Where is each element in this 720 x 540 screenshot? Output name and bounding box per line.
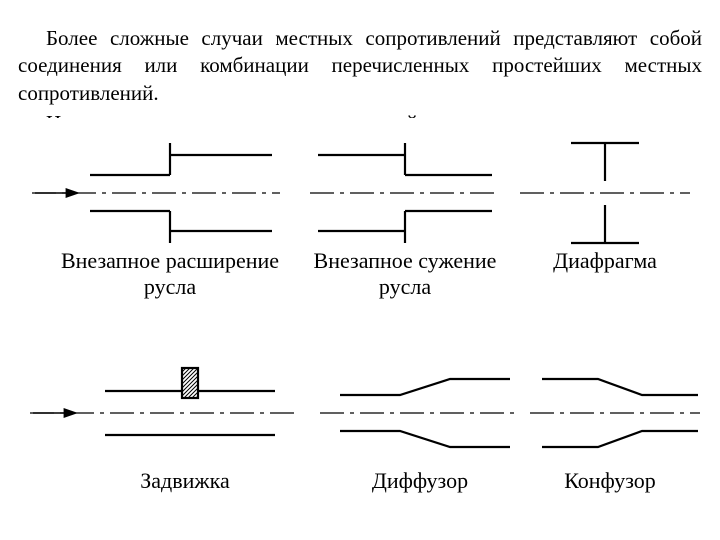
caption-expansion: русла [144,274,196,299]
paragraph-intro: Более сложные случаи местных сопротивлен… [18,25,702,107]
caption-diaphragm: Диафрагма [553,248,657,273]
caption-diffuser: Диффузор [372,468,468,493]
caption-valve: Задвижка [140,468,230,493]
caption-contraction: Внезапное сужение [314,248,497,273]
caption-confuser: Конфузор [564,468,656,493]
caption-expansion: Внезапное расширение [61,248,279,273]
diagram-figure: Внезапное расширениеруслаВнезапное сужен… [0,118,720,540]
caption-contraction: русла [379,274,431,299]
